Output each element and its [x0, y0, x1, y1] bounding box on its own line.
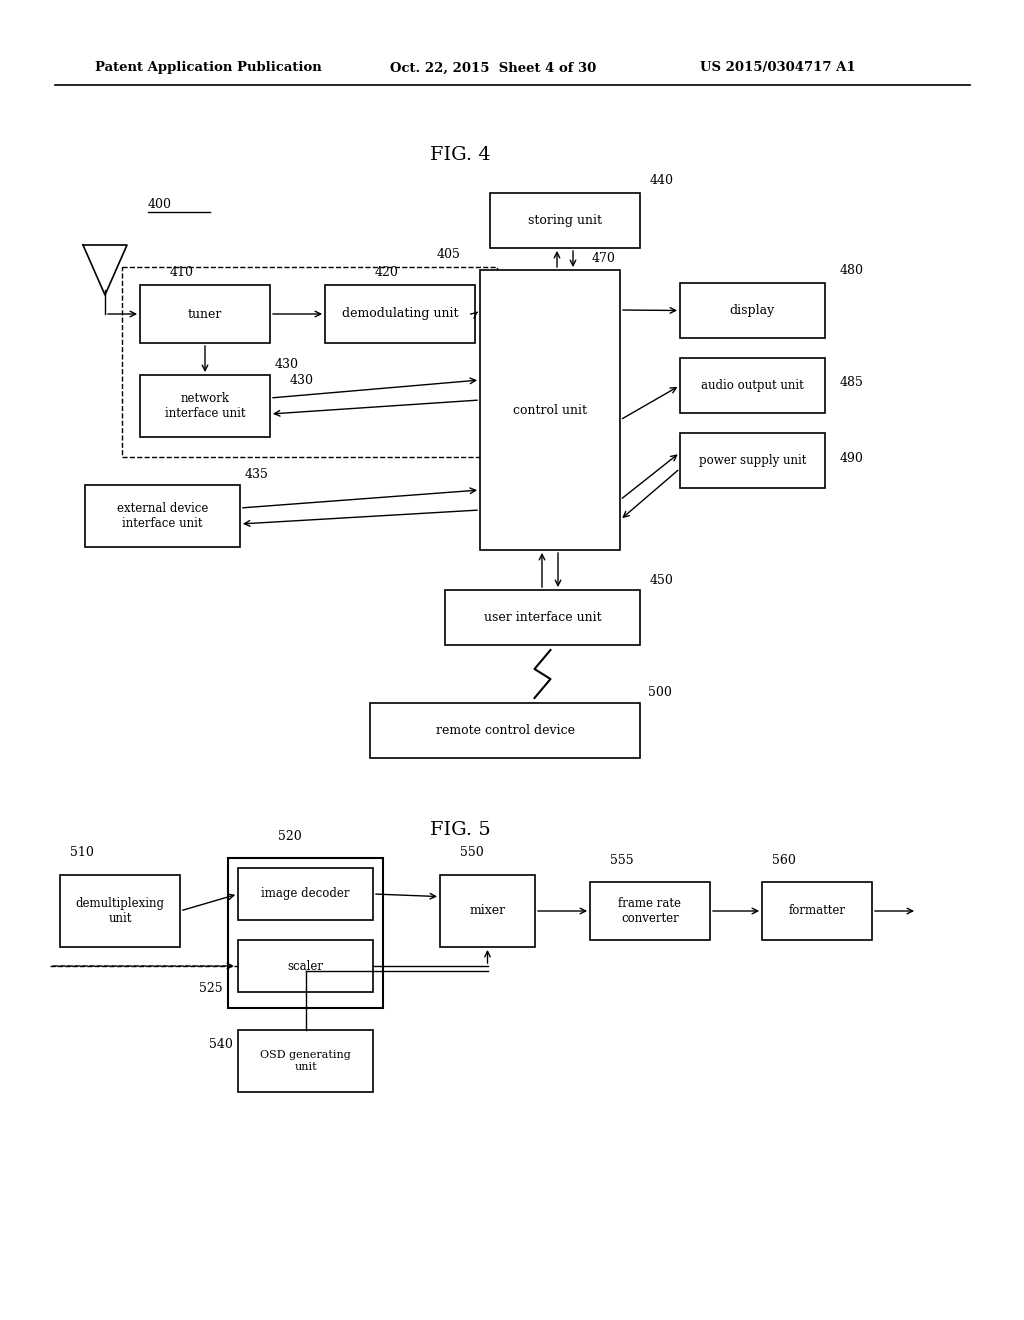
Text: Patent Application Publication: Patent Application Publication [95, 62, 322, 74]
Text: frame rate
converter: frame rate converter [618, 898, 682, 925]
Text: 470: 470 [591, 252, 615, 264]
Bar [122, 267, 497, 457]
Bar [480, 271, 620, 550]
Text: OSD generating
unit: OSD generating unit [260, 1051, 351, 1072]
Bar [680, 433, 825, 488]
Text: network
interface unit: network interface unit [165, 392, 246, 420]
Text: FIG. 5: FIG. 5 [430, 821, 490, 840]
Bar [325, 285, 475, 343]
Text: Oct. 22, 2015  Sheet 4 of 30: Oct. 22, 2015 Sheet 4 of 30 [390, 62, 596, 74]
Text: 490: 490 [840, 451, 864, 465]
Text: control unit: control unit [513, 404, 587, 417]
Text: display: display [730, 304, 775, 317]
Bar [762, 882, 872, 940]
Bar [238, 1030, 373, 1092]
Text: 550: 550 [460, 846, 483, 859]
Text: 500: 500 [648, 686, 672, 700]
Text: image decoder: image decoder [261, 887, 350, 900]
Text: tuner: tuner [187, 308, 222, 321]
Text: mixer: mixer [469, 904, 506, 917]
Bar [680, 282, 825, 338]
Text: 560: 560 [772, 854, 796, 866]
Text: demultiplexing
unit: demultiplexing unit [76, 898, 165, 925]
Text: 555: 555 [610, 854, 634, 866]
Bar [490, 193, 640, 248]
Text: 410: 410 [170, 267, 194, 280]
Bar [228, 858, 383, 1008]
Bar [370, 704, 640, 758]
Text: 480: 480 [840, 264, 864, 277]
Bar [238, 940, 373, 993]
Text: scaler: scaler [288, 960, 324, 973]
Text: 400: 400 [148, 198, 172, 211]
Text: 405: 405 [437, 248, 461, 261]
Text: remote control device: remote control device [435, 723, 574, 737]
Text: 540: 540 [209, 1039, 233, 1052]
Bar [140, 285, 270, 343]
Text: 435: 435 [245, 469, 269, 482]
Bar [590, 882, 710, 940]
Bar [680, 358, 825, 413]
Text: user interface unit: user interface unit [483, 611, 601, 624]
Text: 430: 430 [290, 374, 314, 387]
Text: FIG. 4: FIG. 4 [430, 147, 490, 164]
Text: 520: 520 [278, 829, 302, 842]
Text: 420: 420 [375, 267, 399, 280]
Bar [140, 375, 270, 437]
Text: storing unit: storing unit [528, 214, 602, 227]
Text: demodulating unit: demodulating unit [342, 308, 459, 321]
Text: 430: 430 [275, 359, 299, 371]
Bar [440, 875, 535, 946]
Bar [238, 869, 373, 920]
Text: 525: 525 [200, 982, 223, 994]
Text: US 2015/0304717 A1: US 2015/0304717 A1 [700, 62, 856, 74]
Text: power supply unit: power supply unit [698, 454, 806, 467]
Text: audio output unit: audio output unit [701, 379, 804, 392]
Text: 450: 450 [650, 573, 674, 586]
Text: 510: 510 [70, 846, 94, 859]
Text: formatter: formatter [788, 904, 846, 917]
Bar [445, 590, 640, 645]
Bar [85, 484, 240, 546]
Bar [60, 875, 180, 946]
Text: external device
interface unit: external device interface unit [117, 502, 208, 531]
Text: 485: 485 [840, 376, 864, 389]
Text: 440: 440 [650, 174, 674, 187]
